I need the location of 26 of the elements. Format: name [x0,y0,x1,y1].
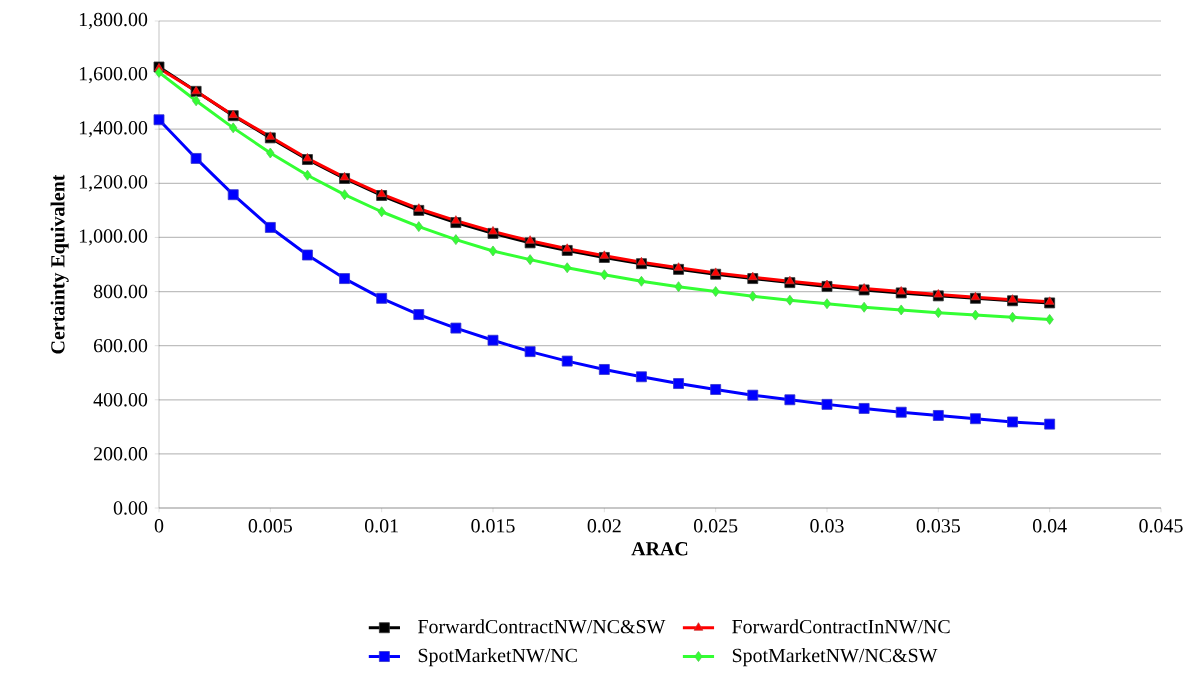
x-axis-title: ARAC [631,542,688,556]
y-tick-label: 1,200.00 [79,175,148,192]
y-tick-label: 1,400.00 [79,121,148,138]
y-tick-label: 800.00 [93,284,148,299]
x-tick-label: 0.045 [1139,519,1183,533]
y-tick-label: 600.00 [93,338,148,353]
legend-label: ForwardContractNW/NC&SW [418,619,666,634]
y-tick-label: 1,800.00 [79,12,148,30]
x-tick-label: 0.03 [810,519,844,533]
x-tick-label: 0.04 [1032,519,1067,533]
legend-label: ForwardContractInNW/NC [732,619,950,634]
y-tick-label: 400.00 [93,393,148,407]
x-tick-label: 0 [154,519,164,533]
y-tick-label: 1,000.00 [79,229,148,246]
x-tick-label: 0.005 [248,519,292,533]
y-tick-label: 200.00 [93,447,148,461]
y-tick-label: 0.00 [113,501,148,515]
legend-label: SpotMarketNW/NC [418,648,577,667]
x-tick-label: 0.025 [694,519,738,533]
x-tick-label: 0.015 [471,519,515,533]
y-axis-title: Certainty Equivalent [50,174,69,354]
legend-label: SpotMarketNW/NC&SW [732,648,938,667]
x-tick-label: 0.01 [364,519,398,533]
x-tick-label: 0.035 [916,519,960,533]
x-tick-label: 0.02 [587,519,621,533]
y-tick-label: 1,600.00 [79,66,148,84]
